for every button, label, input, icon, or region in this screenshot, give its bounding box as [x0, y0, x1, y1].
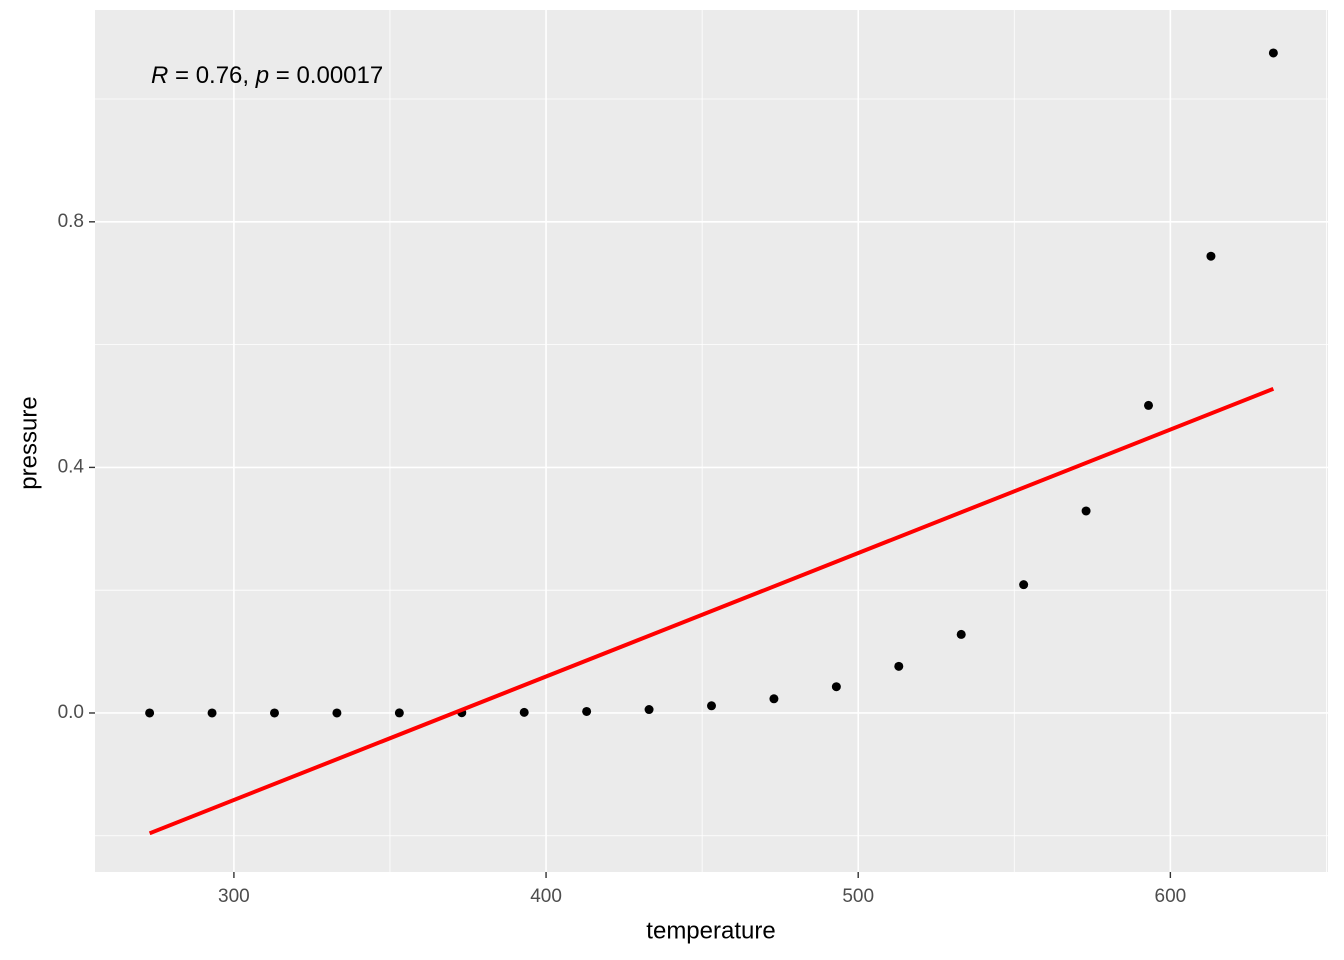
point — [1268, 48, 1278, 58]
point — [519, 707, 529, 717]
x-tick-label: 300 — [218, 886, 250, 907]
annotation-part: = 0.76, — [168, 62, 255, 89]
point — [332, 708, 342, 718]
annotation-part: R — [151, 62, 168, 89]
y-tick-label: 0.8 — [58, 211, 84, 232]
annotation-part: = 0.00017 — [269, 62, 383, 89]
x-tick-label: 500 — [842, 886, 874, 907]
point — [956, 629, 966, 639]
point — [394, 708, 404, 718]
annotation: R = 0.76, p = 0.00017 — [151, 62, 383, 89]
x-tick-label: 600 — [1155, 886, 1187, 907]
point — [1081, 506, 1091, 516]
point — [894, 661, 904, 671]
x-axis-title: temperature — [646, 917, 775, 944]
point — [1144, 400, 1154, 410]
point — [644, 705, 654, 715]
x-tick-label: 400 — [530, 886, 562, 907]
point — [582, 706, 592, 716]
panel — [95, 10, 1328, 872]
y-axis-title: pressure — [15, 396, 42, 489]
point — [145, 708, 155, 718]
fit-line — [148, 386, 1275, 836]
point — [707, 701, 716, 711]
point — [207, 708, 217, 718]
point — [769, 694, 779, 704]
point — [269, 708, 279, 718]
point — [1206, 251, 1216, 261]
point — [1019, 580, 1029, 590]
point — [831, 682, 841, 692]
y-tick-label: 0.4 — [58, 456, 85, 477]
y-tick-label: 0.0 — [58, 702, 84, 723]
annotation-part: p — [255, 62, 269, 89]
